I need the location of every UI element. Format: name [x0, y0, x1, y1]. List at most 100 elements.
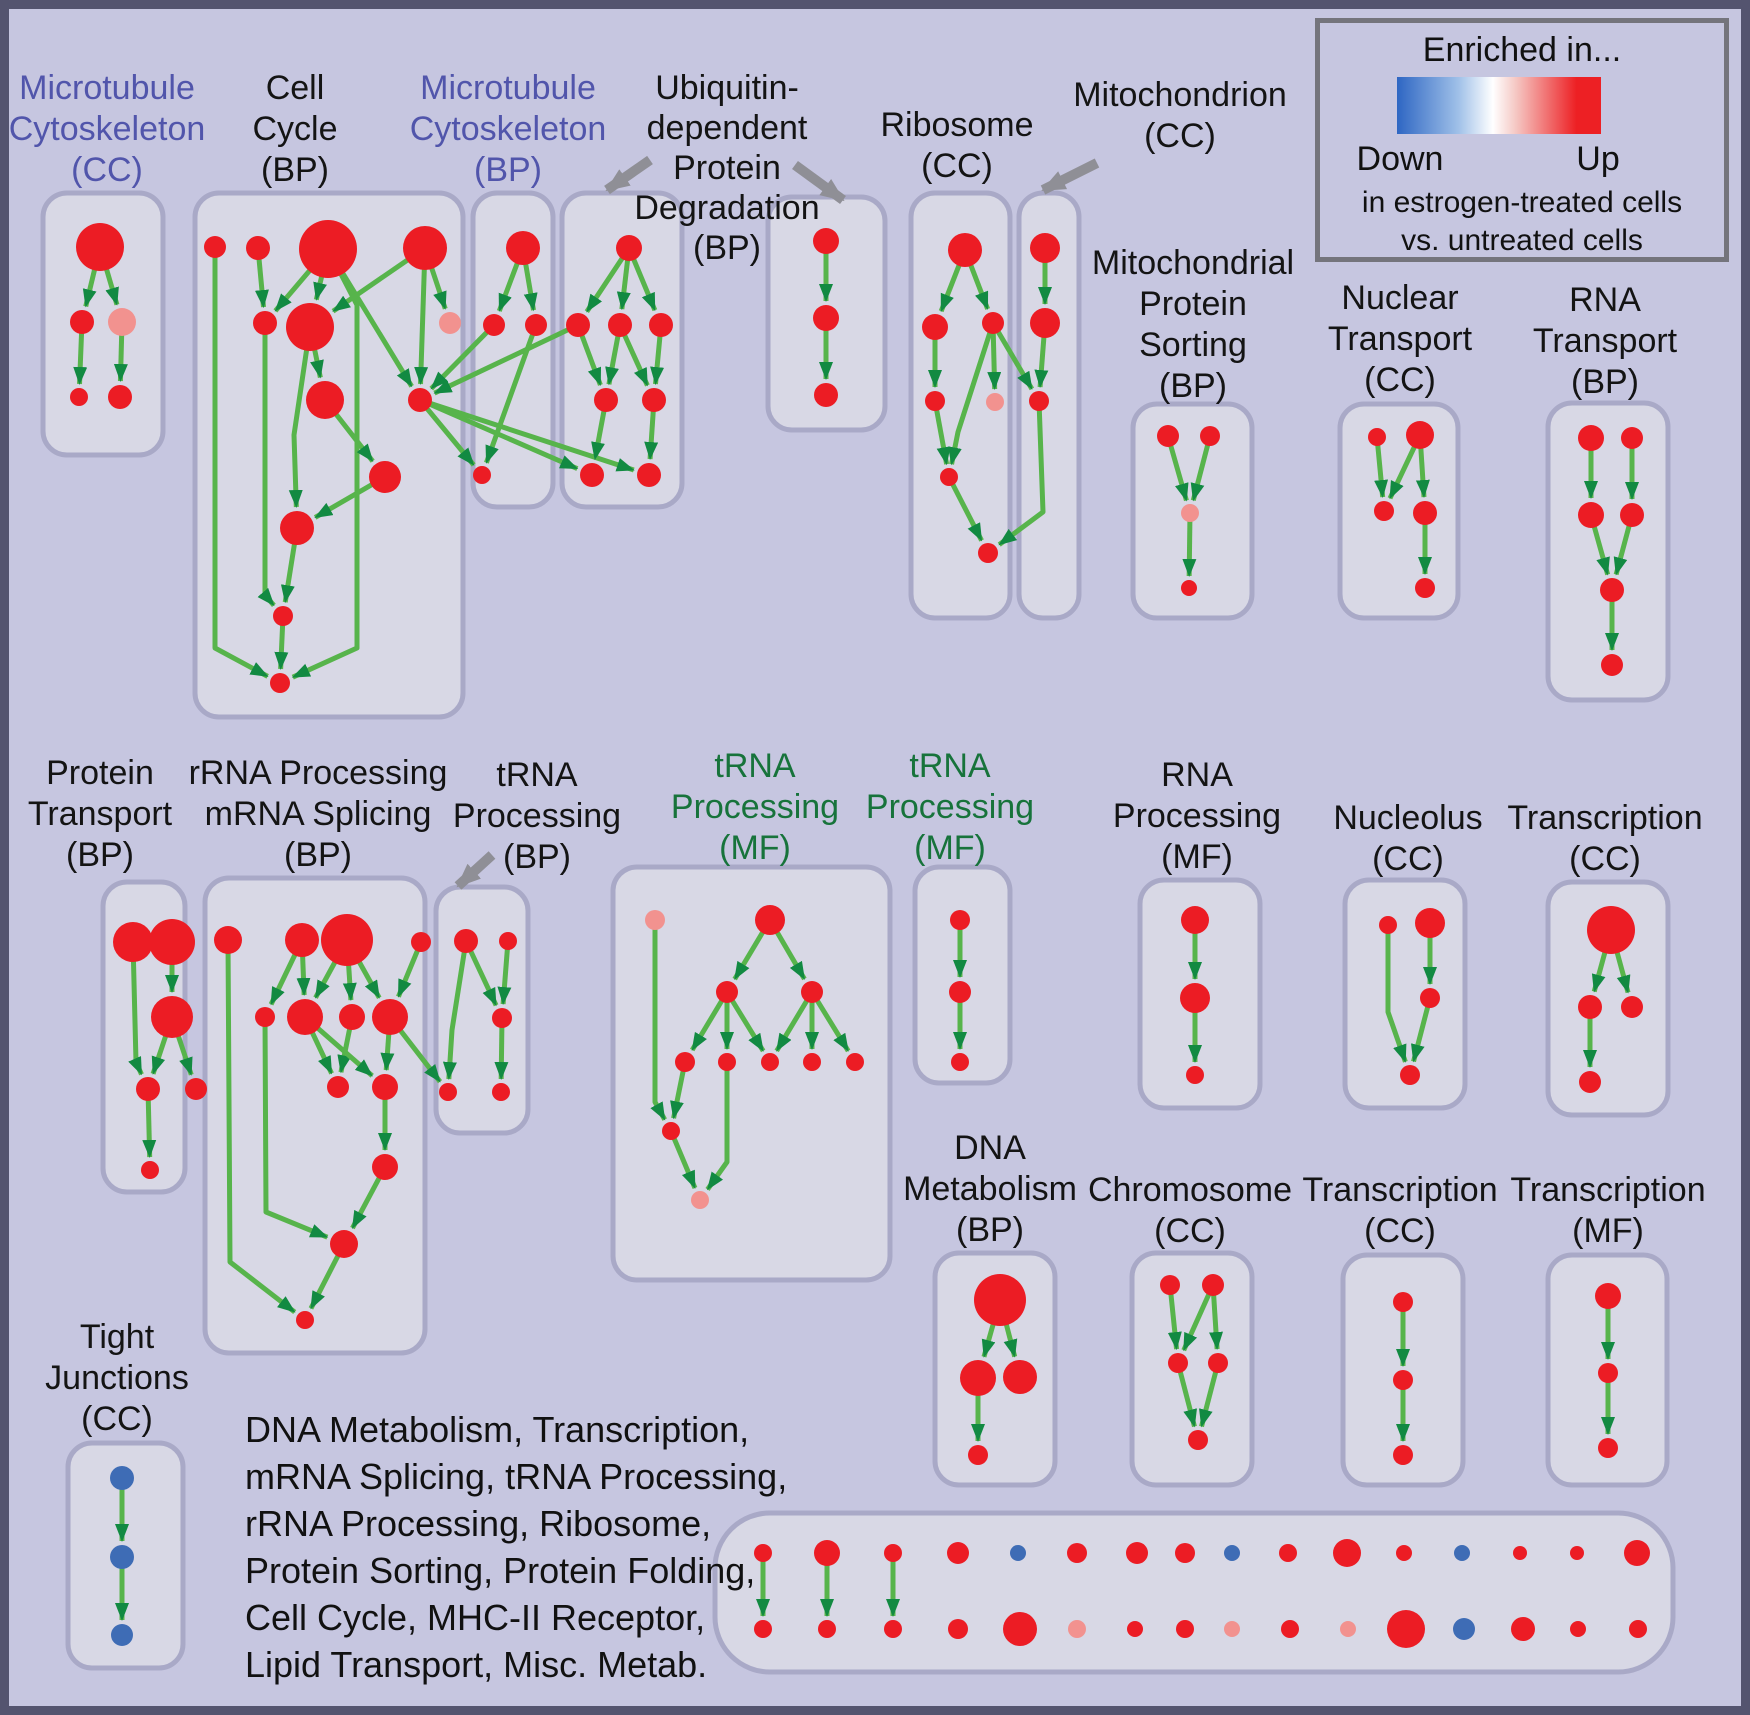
node-TB4[interactable]: [439, 1083, 457, 1101]
node-MB9[interactable]: [1224, 1621, 1240, 1637]
node-P4[interactable]: [1181, 580, 1197, 596]
node-B5[interactable]: [253, 311, 277, 335]
node-TB1[interactable]: [454, 929, 478, 953]
node-T3[interactable]: [1578, 502, 1604, 528]
node-D3[interactable]: [1003, 1360, 1037, 1394]
node-E2[interactable]: [1393, 1370, 1413, 1390]
node-U4[interactable]: [649, 313, 673, 337]
node-PT5[interactable]: [185, 1078, 207, 1100]
node-T2[interactable]: [1621, 427, 1643, 449]
node-X3[interactable]: [951, 1053, 969, 1071]
node-V1[interactable]: [813, 228, 839, 254]
node-Y2[interactable]: [1180, 983, 1210, 1013]
node-S6[interactable]: [287, 999, 323, 1035]
node-B12[interactable]: [273, 606, 293, 626]
node-B3[interactable]: [299, 220, 357, 278]
node-C2[interactable]: [1202, 1274, 1224, 1296]
node-F3[interactable]: [1598, 1438, 1618, 1458]
node-Q4[interactable]: [1413, 501, 1437, 525]
node-C4[interactable]: [1208, 1353, 1228, 1373]
node-R2[interactable]: [922, 314, 948, 340]
node-U8[interactable]: [637, 463, 661, 487]
node-MB7[interactable]: [1127, 1621, 1143, 1637]
node-C3[interactable]: [1168, 1353, 1188, 1373]
node-MT7[interactable]: [1126, 1542, 1148, 1564]
node-MT9[interactable]: [1224, 1545, 1240, 1561]
node-T4[interactable]: [1620, 503, 1644, 527]
node-A4[interactable]: [70, 388, 88, 406]
node-Q3[interactable]: [1374, 501, 1394, 521]
node-MB11[interactable]: [1340, 1621, 1356, 1637]
node-Q2[interactable]: [1406, 421, 1434, 449]
node-MT14[interactable]: [1513, 1546, 1527, 1560]
node-Q1[interactable]: [1368, 428, 1386, 446]
node-MT5[interactable]: [1010, 1545, 1026, 1561]
node-S2[interactable]: [285, 923, 319, 957]
node-PT1[interactable]: [113, 922, 153, 962]
node-N1[interactable]: [506, 231, 540, 265]
node-U3[interactable]: [608, 313, 632, 337]
node-MT1[interactable]: [754, 1544, 772, 1562]
node-B10[interactable]: [369, 461, 401, 493]
node-B6[interactable]: [286, 303, 334, 351]
node-V3[interactable]: [814, 383, 838, 407]
node-Z2[interactable]: [1415, 908, 1445, 938]
node-T6[interactable]: [1601, 654, 1623, 676]
node-F1[interactable]: [1595, 1283, 1621, 1309]
node-G3[interactable]: [111, 1624, 133, 1646]
node-W8[interactable]: [803, 1053, 821, 1071]
node-MB1[interactable]: [754, 1620, 772, 1638]
node-P3[interactable]: [1181, 504, 1199, 522]
node-MT6[interactable]: [1067, 1543, 1087, 1563]
node-MT8[interactable]: [1175, 1543, 1195, 1563]
node-U2[interactable]: [566, 313, 590, 337]
node-MB12[interactable]: [1387, 1610, 1425, 1648]
node-A1[interactable]: [76, 223, 124, 271]
node-B8[interactable]: [306, 381, 344, 419]
node-D4[interactable]: [968, 1445, 988, 1465]
node-A5[interactable]: [108, 385, 132, 409]
node-A2[interactable]: [70, 310, 94, 334]
node-S9[interactable]: [327, 1076, 349, 1098]
node-MB16[interactable]: [1629, 1620, 1647, 1638]
node-MT12[interactable]: [1396, 1545, 1412, 1561]
node-MB4[interactable]: [948, 1619, 968, 1639]
node-B7[interactable]: [439, 312, 461, 334]
node-N3[interactable]: [525, 314, 547, 336]
node-MT3[interactable]: [884, 1544, 902, 1562]
node-U5[interactable]: [594, 388, 618, 412]
node-TC2[interactable]: [1578, 995, 1602, 1019]
node-X1[interactable]: [950, 910, 970, 930]
node-N2[interactable]: [483, 314, 505, 336]
node-A3[interactable]: [108, 308, 136, 336]
node-G2[interactable]: [110, 1545, 134, 1569]
node-TB2[interactable]: [499, 932, 517, 950]
node-F2[interactable]: [1598, 1363, 1618, 1383]
node-TB3[interactable]: [492, 1008, 512, 1028]
node-D1[interactable]: [974, 1274, 1026, 1326]
node-R7[interactable]: [978, 543, 998, 563]
node-PT3[interactable]: [151, 996, 193, 1038]
node-W7[interactable]: [761, 1053, 779, 1071]
node-S8[interactable]: [372, 999, 408, 1035]
node-R3[interactable]: [982, 312, 1004, 334]
node-MB3[interactable]: [884, 1620, 902, 1638]
node-MB5[interactable]: [1003, 1612, 1037, 1646]
node-S11[interactable]: [372, 1154, 398, 1180]
node-PT4[interactable]: [136, 1077, 160, 1101]
node-TC1[interactable]: [1587, 906, 1635, 954]
node-Y1[interactable]: [1181, 906, 1209, 934]
node-D2[interactable]: [960, 1360, 996, 1396]
node-Z4[interactable]: [1400, 1065, 1420, 1085]
node-S10[interactable]: [372, 1074, 398, 1100]
node-PT6[interactable]: [141, 1161, 159, 1179]
node-R6[interactable]: [940, 468, 958, 486]
node-W1[interactable]: [645, 910, 665, 930]
node-MT10[interactable]: [1279, 1544, 1297, 1562]
node-S1[interactable]: [214, 926, 242, 954]
node-MT4[interactable]: [947, 1542, 969, 1564]
node-B9[interactable]: [408, 388, 432, 412]
node-T1[interactable]: [1578, 425, 1604, 451]
node-B11[interactable]: [280, 511, 314, 545]
node-MB2[interactable]: [818, 1620, 836, 1638]
